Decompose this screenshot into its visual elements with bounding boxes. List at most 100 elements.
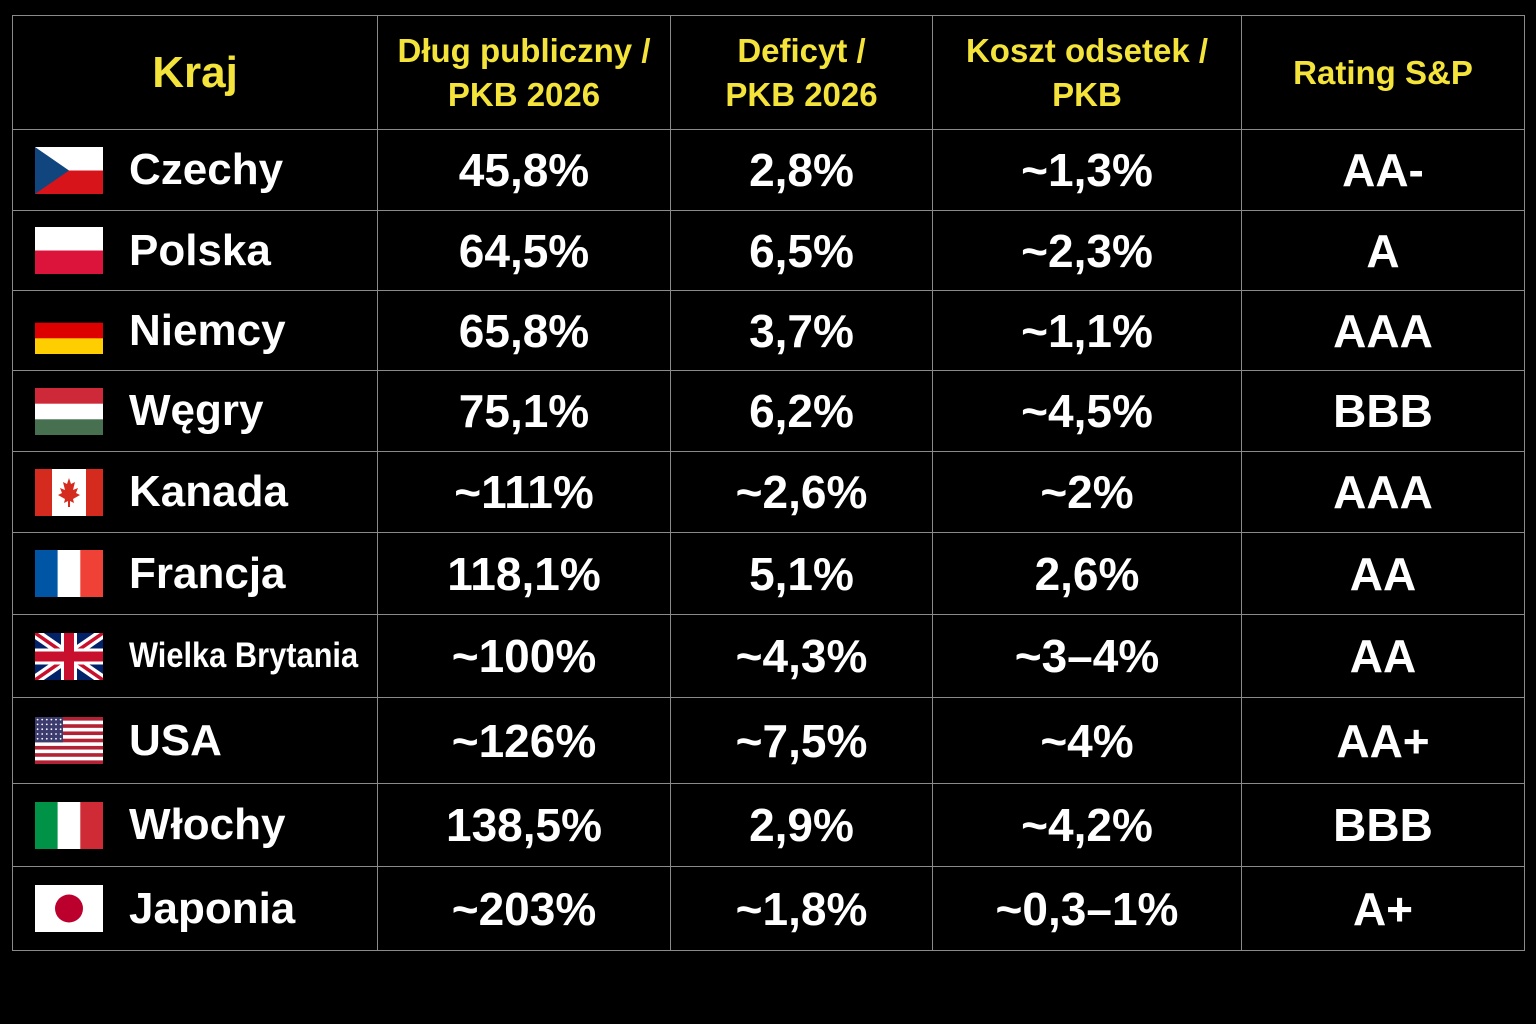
country-cell: Węgry [12,370,378,452]
deficit-value: ~2,6% [670,451,933,533]
rating-value: AA [1241,614,1525,698]
interest-value: ~2% [932,451,1242,533]
rating-value: AAA [1241,451,1525,533]
japan-flag-icon [35,885,103,932]
country-name: Czechy [129,145,284,194]
interest-value: ~4,2% [932,783,1242,867]
deficit-value: 3,7% [670,290,933,371]
header-debt-line1: Dług publiczny / [397,31,651,69]
header-debt: Dług publiczny / PKB 2026 [377,15,671,130]
country-cell-inner: Japonia [13,867,377,950]
interest-value: ~1,1% [932,290,1242,371]
interest-value: ~1,3% [932,129,1242,211]
deficit-value: 6,2% [670,370,933,452]
country-cell-inner: USA [13,698,377,783]
rating-value: AA+ [1241,697,1525,784]
france-flag-icon [35,550,103,597]
interest-value: ~0,3–1% [932,866,1242,951]
country-cell: Czechy [12,129,378,211]
debt-value: ~100% [377,614,671,698]
table-row: Węgry 75,1% 6,2% ~4,5% BBB [12,370,1525,452]
table-row: Wielka Brytania ~100% ~4,3% ~3–4% AA [12,614,1525,698]
table-body: Czechy 45,8% 2,8% ~1,3% AA- Polska 64,5% 6,5% ~2… [12,129,1525,951]
debt-value: 64,5% [377,210,671,291]
debt-table: Kraj Dług publiczny / PKB 2026 Deficyt /… [12,15,1525,951]
deficit-value: 5,1% [670,532,933,615]
rating-value: BBB [1241,370,1525,452]
debt-value: ~203% [377,866,671,951]
debt-value: 118,1% [377,532,671,615]
header-deficit-line2: PKB 2026 [725,75,878,113]
deficit-value: ~4,3% [670,614,933,698]
interest-value: ~4,5% [932,370,1242,452]
table-row: Czechy 45,8% 2,8% ~1,3% AA- [12,129,1525,211]
country-name: Węgry [129,386,264,435]
deficit-value: 2,9% [670,783,933,867]
canada-flag-icon [35,468,103,516]
deficit-value: ~7,5% [670,697,933,784]
table-row: Włochy 138,5% 2,9% ~4,2% BBB [12,783,1525,867]
rating-value: BBB [1241,783,1525,867]
header-row: Kraj Dług publiczny / PKB 2026 Deficyt /… [12,15,1525,130]
country-name: Niemcy [129,305,286,355]
rating-value: A+ [1241,866,1525,951]
hungary-flag-icon [35,387,103,435]
country-cell-inner: Węgry [13,371,377,451]
country-cell: Francja [12,532,378,615]
country-cell: Niemcy [12,290,378,371]
country-cell: USA [12,697,378,784]
debt-value: 75,1% [377,370,671,452]
header-interest-line1: Koszt odsetek / [965,31,1209,69]
interest-value: ~4% [932,697,1242,784]
country-name: Polska [129,225,271,275]
table-row: USA ~126% ~7,5% ~4% AA+ [12,697,1525,784]
header-interest-line2: PKB [1052,75,1122,113]
czech-flag-icon [35,146,103,194]
country-cell: Japonia [12,866,378,951]
deficit-value: 2,8% [670,129,933,211]
table-row: Polska 64,5% 6,5% ~2,3% A [12,210,1525,291]
rating-value: A [1241,210,1525,291]
germany-flag-icon [35,307,103,354]
header-interest: Koszt odsetek / PKB [932,15,1242,130]
interest-value: ~2,3% [932,210,1242,291]
poland-flag-icon [35,227,103,274]
country-cell-inner: Czechy [13,130,377,210]
country-cell-inner: Polska [13,211,377,290]
table-row: Niemcy 65,8% 3,7% ~1,1% AAA [12,290,1525,371]
country-cell-inner: Wielka Brytania [13,615,377,697]
country-name: Francja [129,548,286,598]
table-row: Kanada ~111% ~2,6% ~2% AAA [12,451,1525,533]
rating-value: AAA [1241,290,1525,371]
country-cell-inner: Kanada [13,452,377,532]
rating-value: AA [1241,532,1525,615]
deficit-value: 6,5% [670,210,933,291]
country-name: Wielka Brytania [129,636,359,675]
interest-value: 2,6% [932,532,1242,615]
debt-table-container: Kraj Dług publiczny / PKB 2026 Deficyt /… [12,15,1525,951]
debt-value: ~126% [377,697,671,784]
header-rating: Rating S&P [1241,15,1525,130]
debt-value: 45,8% [377,129,671,211]
debt-value: ~111% [377,451,671,533]
country-cell: Wielka Brytania [12,614,378,698]
interest-value: ~3–4% [932,614,1242,698]
country-name: Włochy [129,800,286,849]
country-cell: Kanada [12,451,378,533]
country-name: Kanada [129,467,288,516]
header-deficit: Deficyt / PKB 2026 [670,15,933,130]
debt-value: 65,8% [377,290,671,371]
deficit-value: ~1,8% [670,866,933,951]
table-row: Japonia ~203% ~1,8% ~0,3–1% A+ [12,866,1525,951]
rating-value: AA- [1241,129,1525,211]
uk-flag-icon [35,632,103,680]
italy-flag-icon [35,801,103,849]
usa-flag-icon [35,717,103,764]
country-cell-inner: Włochy [13,784,377,866]
country-name: USA [129,715,222,765]
country-cell: Polska [12,210,378,291]
header-country: Kraj [12,15,378,130]
debt-value: 138,5% [377,783,671,867]
country-cell-inner: Niemcy [13,291,377,370]
header-debt-line2: PKB 2026 [447,75,601,113]
